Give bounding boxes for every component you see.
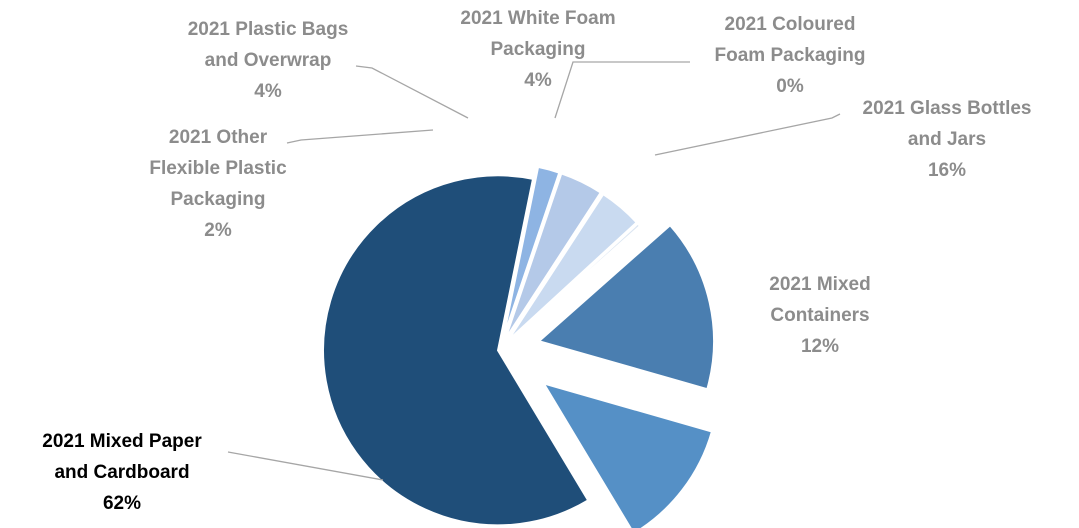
slice-name-line: 2021 Glass Bottles bbox=[863, 98, 1032, 119]
slice-name-line: Packaging bbox=[170, 189, 265, 210]
slice-name-line: and Overwrap bbox=[205, 50, 332, 71]
slice-value-label: 4% bbox=[254, 81, 282, 102]
slice-label: 2021 Coloured Foam Packaging 0% bbox=[715, 14, 866, 97]
slice-name-line: 2021 Coloured bbox=[725, 14, 856, 35]
slice-name-line: 2021 Plastic Bags bbox=[188, 19, 349, 40]
pie-slice bbox=[536, 223, 715, 391]
slice-name-line: Foam Packaging bbox=[715, 45, 866, 66]
pie-slice bbox=[506, 192, 639, 342]
slice-value-label: 0% bbox=[776, 76, 804, 97]
leader-line bbox=[654, 113, 841, 156]
slice-value-label: 62% bbox=[103, 493, 141, 514]
slice-value-label: 12% bbox=[801, 336, 839, 357]
slice-label: 2021 Glass Bottles and Jars 16% bbox=[863, 98, 1032, 181]
pie-slice bbox=[541, 381, 714, 528]
slice-name-line: Flexible Plastic bbox=[149, 158, 287, 179]
slice-name-line: and Jars bbox=[908, 129, 986, 150]
slice-name-line: 2021 Mixed bbox=[769, 274, 870, 295]
slice-label: 2021 Mixed Containers 12% bbox=[769, 274, 870, 357]
slice-name-line: 2021 Other bbox=[169, 127, 268, 148]
leader-line bbox=[286, 129, 434, 144]
pie-slice bbox=[502, 165, 561, 339]
slice-name-line: Packaging bbox=[490, 39, 585, 60]
slice-value-label: 4% bbox=[524, 70, 552, 91]
slice-label: 2021 Plastic Bags and Overwrap 4% bbox=[188, 19, 349, 102]
pie-slice bbox=[322, 174, 590, 527]
slice-value-label: 16% bbox=[928, 160, 966, 181]
slice-name-line: Containers bbox=[770, 305, 869, 326]
pie-slice bbox=[504, 172, 603, 340]
leader-lines bbox=[227, 61, 841, 481]
slice-label: 2021 White Foam Packaging 4% bbox=[460, 8, 615, 91]
slice-labels: 2021 Mixed Paper and Cardboard 62% 2021 Oth… bbox=[42, 8, 1031, 514]
pie-slices bbox=[322, 165, 715, 528]
leader-line bbox=[355, 65, 469, 119]
leader-line bbox=[227, 451, 384, 481]
slice-name-line: 2021 Mixed Paper bbox=[42, 431, 202, 452]
slice-label: 2021 Other Flexible Plastic Packaging 2% bbox=[149, 127, 287, 241]
slice-value-label: 2% bbox=[204, 220, 232, 241]
slice-name-line: and Cardboard bbox=[54, 462, 189, 483]
pie-slice bbox=[508, 222, 642, 343]
slice-name-line: 2021 White Foam bbox=[460, 8, 615, 29]
slice-label: 2021 Mixed Paper and Cardboard 62% bbox=[42, 431, 202, 514]
leader-line bbox=[554, 61, 690, 119]
